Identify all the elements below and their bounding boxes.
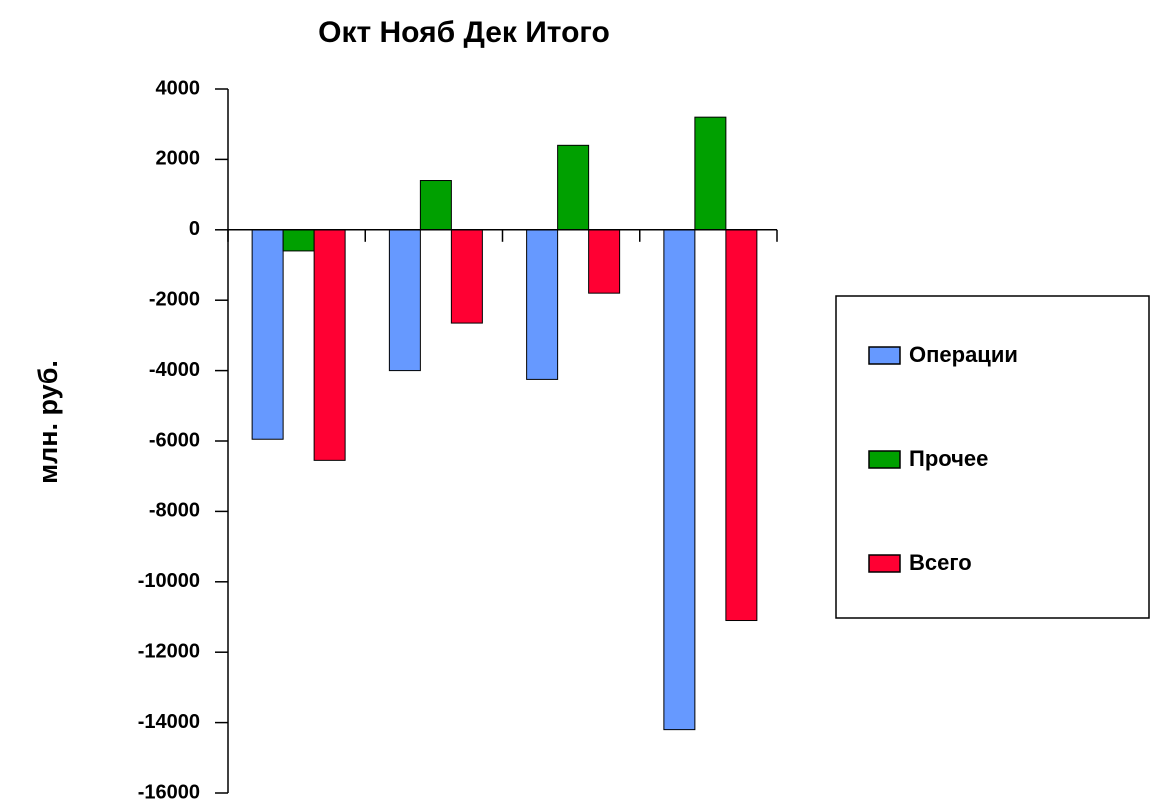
bar — [251, 229, 284, 440]
y-tick-label: -2000 — [149, 288, 200, 310]
legend-label: Всего — [909, 550, 972, 575]
y-tick-label: -6000 — [149, 429, 200, 451]
bar — [557, 144, 590, 231]
legend-swatch — [868, 554, 901, 573]
bar — [388, 229, 421, 372]
bar — [694, 116, 727, 231]
legend-swatch — [868, 346, 901, 365]
y-tick-label: -4000 — [149, 359, 200, 381]
bar — [419, 180, 452, 231]
bar — [450, 229, 483, 324]
y-tick-label: -16000 — [138, 781, 200, 802]
bar — [663, 229, 696, 731]
bar — [588, 229, 621, 294]
bar — [526, 229, 559, 380]
legend-swatch — [868, 450, 901, 469]
y-tick-label: 0 — [189, 218, 200, 240]
y-tick-label: -10000 — [138, 570, 200, 592]
legend-label: Операции — [909, 342, 1018, 367]
bar — [725, 229, 758, 622]
bar — [282, 229, 315, 252]
y-tick-label: 4000 — [156, 77, 201, 99]
legend-label: Прочее — [909, 446, 988, 471]
y-tick-label: -14000 — [138, 711, 200, 733]
y-tick-label: 2000 — [156, 148, 201, 170]
bar — [313, 229, 346, 461]
chart-title: Окт Нояб Дек Итого — [318, 16, 610, 49]
y-axis-label: млн. руб. — [33, 360, 63, 484]
y-tick-label: -12000 — [138, 640, 200, 662]
y-tick-label: -8000 — [149, 500, 200, 522]
